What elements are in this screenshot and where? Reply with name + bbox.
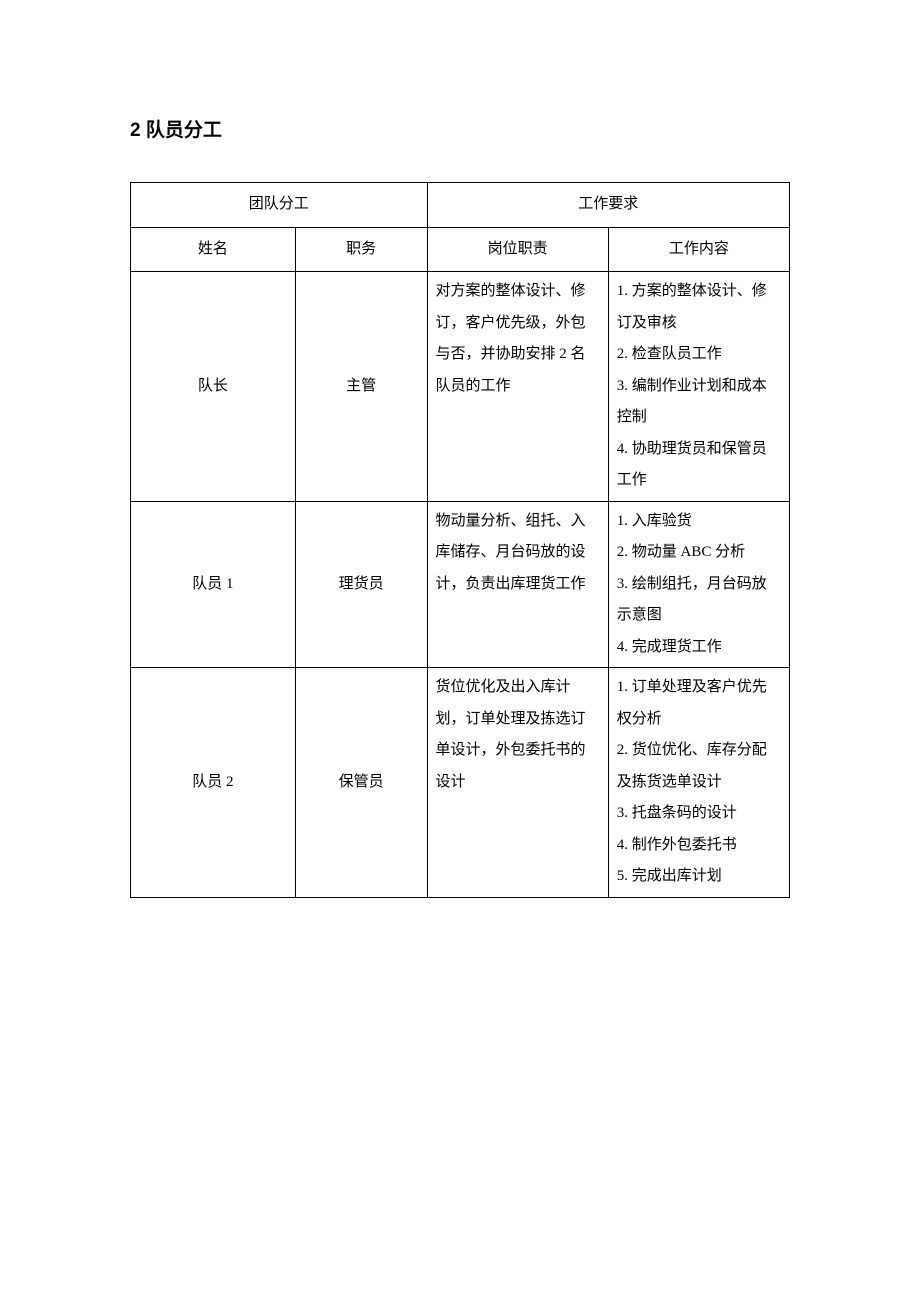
cell-name: 队长 [131, 272, 296, 502]
header-group-right: 工作要求 [427, 183, 789, 228]
table-header-group-row: 团队分工 工作要求 [131, 183, 790, 228]
cell-name: 队员 2 [131, 668, 296, 898]
table-row: 队员 2 保管员 货位优化及出入库计划，订单处理及拣选订单设计，外包委托书的设计… [131, 668, 790, 898]
cell-duty: 货位优化及出入库计划，订单处理及拣选订单设计，外包委托书的设计 [427, 668, 608, 898]
section-heading: 2 队员分工 [130, 115, 790, 142]
cell-duty: 对方案的整体设计、修订，客户优先级，外包与否，并协助安排 2 名队员的工作 [427, 272, 608, 502]
table-row: 队长 主管 对方案的整体设计、修订，客户优先级，外包与否，并协助安排 2 名队员… [131, 272, 790, 502]
header-group-left: 团队分工 [131, 183, 428, 228]
table-row: 队员 1 理货员 物动量分析、组托、入库储存、月台码放的设计，负责出库理货工作 … [131, 501, 790, 668]
cell-content: 1. 订单处理及客户优先权分析2. 货位优化、库存分配及拣货选单设计3. 托盘条… [608, 668, 789, 898]
cell-role: 主管 [295, 272, 427, 502]
cell-content: 1. 入库验货2. 物动量 ABC 分析3. 绘制组托，月台码放示意图4. 完成… [608, 501, 789, 668]
col-content: 工作内容 [608, 227, 789, 272]
division-table: 团队分工 工作要求 姓名 职务 岗位职责 工作内容 队长 主管 对方案的整体设计… [130, 182, 790, 898]
col-role: 职务 [295, 227, 427, 272]
cell-role: 理货员 [295, 501, 427, 668]
cell-content: 1. 方案的整体设计、修订及审核2. 检查队员工作3. 编制作业计划和成本控制4… [608, 272, 789, 502]
col-duty: 岗位职责 [427, 227, 608, 272]
cell-name: 队员 1 [131, 501, 296, 668]
table-header-row: 姓名 职务 岗位职责 工作内容 [131, 227, 790, 272]
col-name: 姓名 [131, 227, 296, 272]
cell-role: 保管员 [295, 668, 427, 898]
cell-duty: 物动量分析、组托、入库储存、月台码放的设计，负责出库理货工作 [427, 501, 608, 668]
